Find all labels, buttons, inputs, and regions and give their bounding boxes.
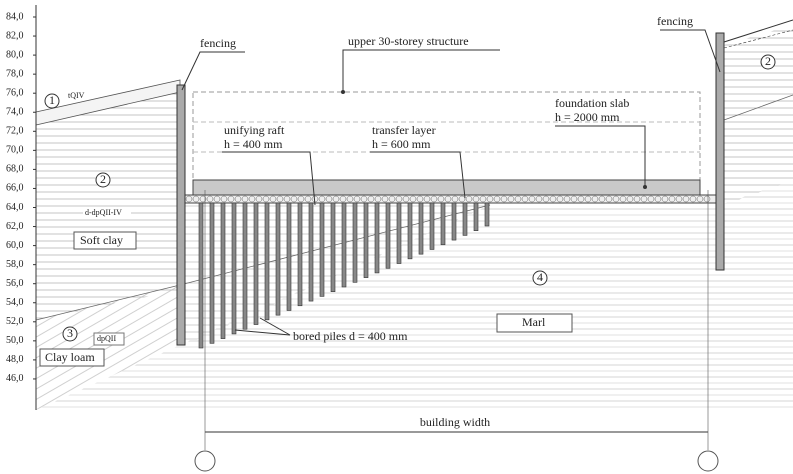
soil-clay-right (724, 25, 793, 205)
soil-index: dpQII (97, 334, 116, 343)
label: building width (420, 415, 490, 429)
soil-number: 2 (100, 172, 106, 186)
label: fencing (657, 14, 693, 28)
elevation-label: 78,0 (6, 68, 24, 79)
elevation-label: 82,0 (6, 30, 24, 41)
soil-number: 4 (537, 270, 543, 284)
bored-pile (397, 203, 401, 264)
elevation-label: 64,0 (6, 202, 24, 213)
bored-pile (419, 203, 423, 254)
bored-pile (485, 203, 489, 226)
elevation-label: 74,0 (6, 107, 24, 118)
soil-clay-left (36, 92, 180, 320)
soil-index: d-dpQII-IV (85, 208, 122, 217)
bored-pile (265, 203, 269, 320)
soil-number: 3 (67, 326, 73, 340)
bored-pile (452, 203, 456, 240)
bored-pile (386, 203, 390, 268)
bored-pile (430, 203, 434, 249)
soil-index: tQIV (68, 91, 85, 100)
fencing-wall (716, 33, 724, 270)
elevation-label: 48,0 (6, 354, 24, 365)
bored-pile (199, 203, 203, 348)
bored-pile (441, 203, 445, 245)
elevation-label: 58,0 (6, 259, 24, 270)
bored-pile (276, 203, 280, 315)
bored-pile (243, 203, 247, 329)
label: fencing (200, 36, 236, 50)
elevation-label: 76,0 (6, 87, 24, 98)
leader (182, 52, 245, 90)
bored-pile (221, 203, 225, 339)
elevation-label: 66,0 (6, 183, 24, 194)
soil-name: Marl (522, 315, 546, 329)
elevation-label: 70,0 (6, 145, 24, 156)
bored-pile (232, 203, 236, 334)
leader-dot (341, 90, 345, 94)
bored-pile (342, 203, 346, 287)
leader (555, 126, 645, 187)
label: h = 2000 mm (555, 110, 620, 124)
fencing-wall (177, 85, 185, 345)
elevation-label: 62,0 (6, 221, 24, 232)
label: foundation slab (555, 96, 629, 110)
elevation-label: 80,0 (6, 49, 24, 60)
elevation-label: 72,0 (6, 126, 24, 137)
diagram: 84,0 82,0 80,0 78,0 76,0 74,0 72,0 70,0 68,0 66,0… (0, 0, 793, 474)
bored-pile (287, 203, 291, 310)
leader (660, 30, 720, 72)
grid-axis-marker (195, 451, 215, 471)
bored-pile (463, 203, 467, 235)
label: unifying raft (224, 123, 285, 137)
elevation-label: 56,0 (6, 278, 24, 289)
grid-axis-marker (698, 451, 718, 471)
label: h = 600 mm (372, 137, 431, 151)
bored-pile (320, 203, 324, 296)
elevation-label: 68,0 (6, 164, 24, 175)
bored-pile (364, 203, 368, 278)
leader (343, 50, 500, 92)
soil-number: 2 (765, 54, 771, 68)
elevation-label: 46,0 (6, 373, 24, 384)
bored-pile (474, 203, 478, 231)
elevation-label: 60,0 (6, 240, 24, 251)
soil-number: 1 (49, 93, 55, 107)
elevation-label: 54,0 (6, 297, 24, 308)
foundation-slab (193, 180, 700, 195)
bored-pile (375, 203, 379, 273)
bored-pile (254, 203, 258, 325)
bored-pile (298, 203, 302, 306)
label: transfer layer (372, 123, 436, 137)
bored-pile (353, 203, 357, 282)
elevation-labels: 84,0 82,0 80,0 78,0 76,0 74,0 72,0 70,0 68,0 66,0… (6, 11, 36, 384)
elevation-label: 84,0 (6, 11, 24, 22)
soil-name: Soft clay (80, 233, 123, 247)
label: upper 30-storey structure (348, 34, 469, 48)
label: bored piles d = 400 mm (293, 329, 408, 343)
label: h = 400 mm (224, 137, 283, 151)
elevation-label: 52,0 (6, 316, 24, 327)
soil-name: Clay loam (45, 350, 95, 364)
elevation-label: 50,0 (6, 335, 24, 346)
bored-pile (210, 203, 214, 343)
bored-pile (309, 203, 313, 301)
bored-pile (408, 203, 412, 259)
bored-pile (331, 203, 335, 292)
leader-dot (643, 185, 647, 189)
